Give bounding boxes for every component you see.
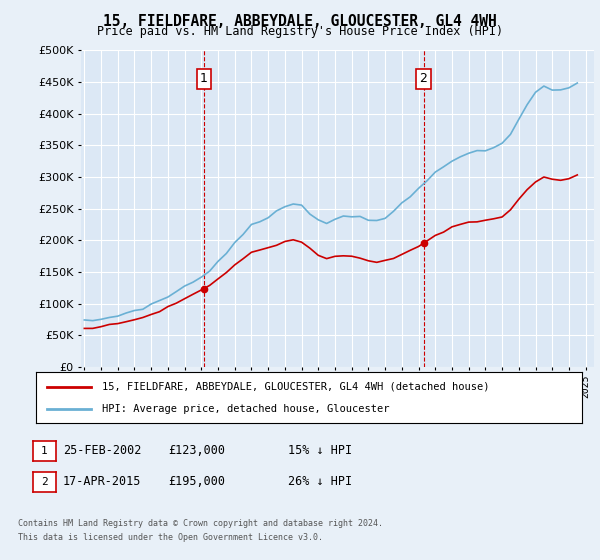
Text: HPI: Average price, detached house, Gloucester: HPI: Average price, detached house, Glou… <box>101 404 389 414</box>
Text: 25-FEB-2002: 25-FEB-2002 <box>63 444 142 458</box>
Text: This data is licensed under the Open Government Licence v3.0.: This data is licensed under the Open Gov… <box>18 533 323 542</box>
Text: £123,000: £123,000 <box>168 444 225 458</box>
Text: 2: 2 <box>419 72 427 85</box>
Text: 1: 1 <box>41 446 48 456</box>
Text: £195,000: £195,000 <box>168 475 225 488</box>
Text: 2: 2 <box>41 477 48 487</box>
Text: 15% ↓ HPI: 15% ↓ HPI <box>288 444 352 458</box>
Text: Contains HM Land Registry data © Crown copyright and database right 2024.: Contains HM Land Registry data © Crown c… <box>18 519 383 528</box>
Text: 17-APR-2015: 17-APR-2015 <box>63 475 142 488</box>
Text: 15, FIELDFARE, ABBEYDALE, GLOUCESTER, GL4 4WH: 15, FIELDFARE, ABBEYDALE, GLOUCESTER, GL… <box>103 14 497 29</box>
Text: 26% ↓ HPI: 26% ↓ HPI <box>288 475 352 488</box>
Text: 1: 1 <box>200 72 208 85</box>
Text: Price paid vs. HM Land Registry's House Price Index (HPI): Price paid vs. HM Land Registry's House … <box>97 25 503 38</box>
Text: 15, FIELDFARE, ABBEYDALE, GLOUCESTER, GL4 4WH (detached house): 15, FIELDFARE, ABBEYDALE, GLOUCESTER, GL… <box>101 381 489 391</box>
